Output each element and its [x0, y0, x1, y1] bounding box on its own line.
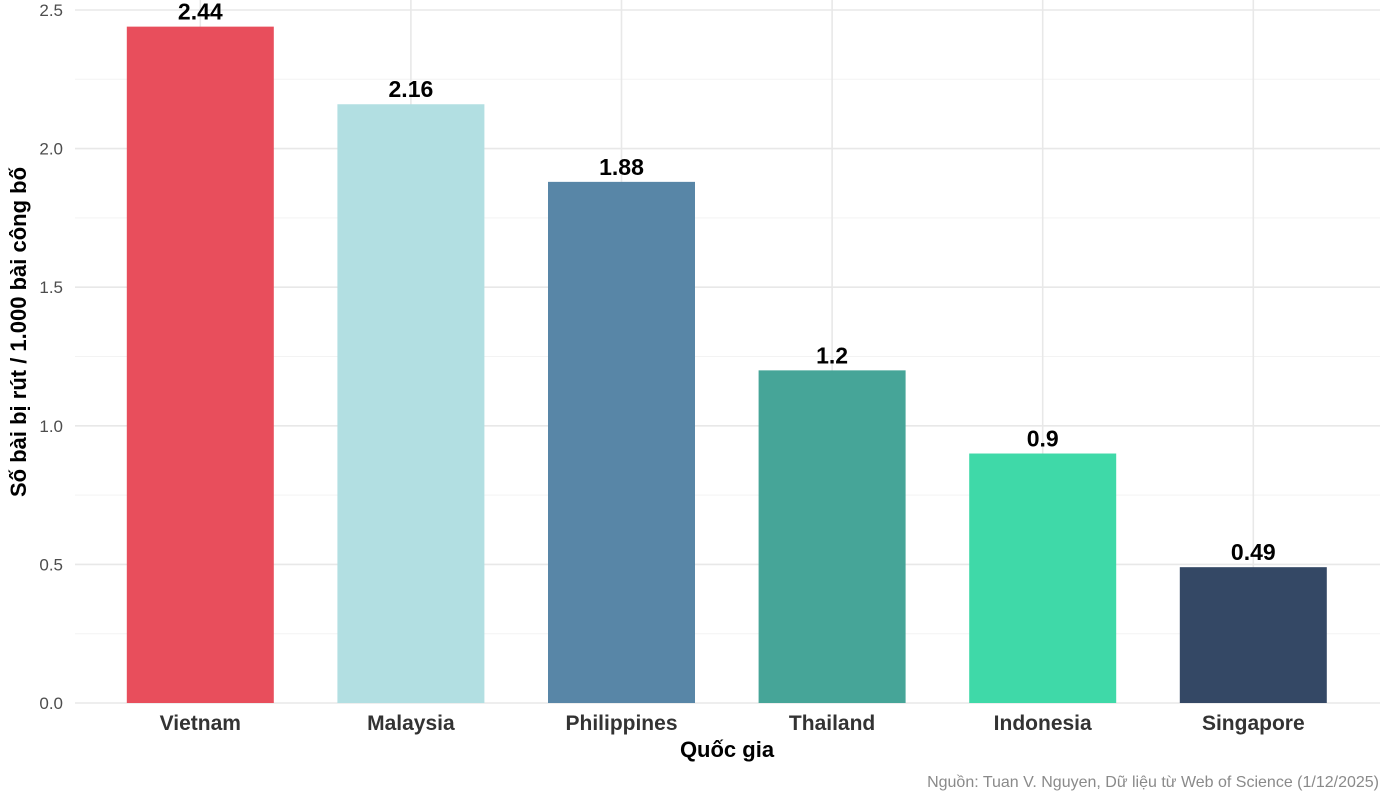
y-tick-labels: 0.0 0.5 1.0 1.5 2.0 2.5 — [39, 1, 63, 713]
source-caption: Nguồn: Tuan V. Nguyen, Dữ liệu từ Web of… — [927, 774, 1379, 791]
x-tick-label: Vietnam — [160, 712, 241, 735]
y-tick-label: 0.5 — [39, 555, 63, 574]
y-tick-label: 1.5 — [39, 278, 63, 297]
bars — [126, 26, 1327, 704]
bar-thailand — [758, 370, 906, 703]
y-axis-title: Số bài bị rút / 1.000 bài công bố — [6, 167, 31, 497]
data-label: 1.2 — [816, 342, 848, 368]
x-tick-label: Singapore — [1202, 712, 1305, 735]
bar-malaysia — [337, 104, 485, 704]
bar-philippines — [548, 181, 695, 703]
y-tick-label: 2.5 — [39, 1, 63, 20]
x-tick-label: Malaysia — [367, 712, 455, 735]
data-label: 1.88 — [599, 154, 644, 180]
y-tick-label: 1.0 — [39, 417, 63, 436]
data-labels: 2.44 2.16 1.88 1.2 0.9 0.49 — [178, 0, 1276, 565]
data-label: 0.9 — [1027, 426, 1059, 452]
y-tick-label: 2.0 — [39, 140, 63, 159]
x-tick-label: Indonesia — [994, 712, 1092, 735]
bar-vietnam — [126, 26, 274, 703]
x-tick-label: Thailand — [789, 712, 875, 735]
x-tick-label: Philippines — [565, 712, 677, 735]
data-label: 2.16 — [389, 76, 434, 102]
bar-singapore — [1179, 567, 1327, 703]
data-label: 0.49 — [1231, 539, 1276, 565]
y-tick-label: 0.0 — [39, 694, 63, 713]
x-axis-title: Quốc gia — [680, 737, 775, 762]
x-tick-labels: Vietnam Malaysia Philippines Thailand Indone… — [160, 712, 1305, 735]
data-label: 2.44 — [178, 0, 223, 25]
bar-indonesia — [969, 453, 1117, 703]
